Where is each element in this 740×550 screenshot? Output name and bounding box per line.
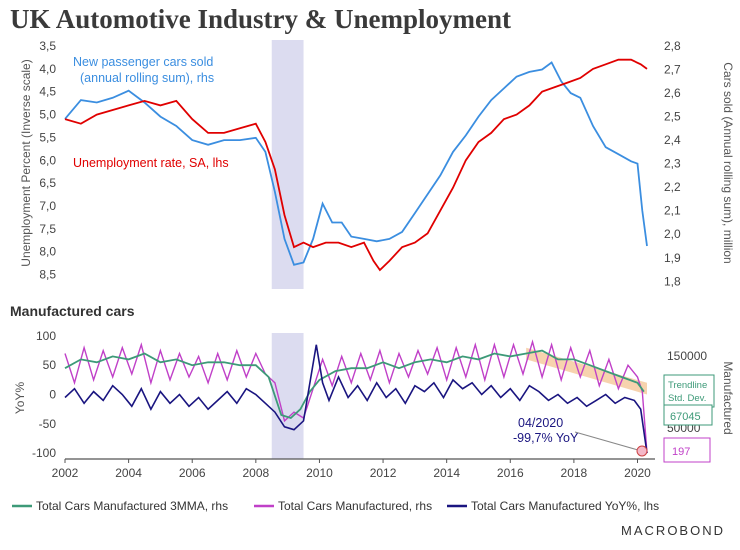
recession-band-top [271,40,304,289]
legend-label-3mma: Total Cars Manufactured 3MMA, rhs [36,499,228,513]
annotation-cars-sold-2: (annual rolling sum), rhs [80,71,214,85]
annotation-unemployment: Unemployment rate, SA, lhs [73,156,229,170]
mma-value-label: 67045 [670,411,701,423]
manufactured-value-label: 197 [672,446,690,458]
brand-logo-text: MACROBOND [621,523,725,538]
top-left-tick-label: 8,0 [39,245,56,259]
x-tick-label: 2004 [115,466,142,480]
top-right-tick-label: 2,3 [664,157,681,171]
x-tick-label: 2012 [370,466,397,480]
x-tick-label: 2016 [497,466,524,480]
top-right-tick-label: 2,8 [664,39,681,53]
top-left-tick-label: 4,5 [39,85,56,99]
top-right-axis-label: Cars sold (Annual rolling sum), million [721,62,735,263]
bottom-left-tick-label: -50 [39,417,57,431]
top-left-tick-label: 6,0 [39,153,56,167]
top-left-tick-label: 7,5 [39,222,56,236]
top-right-tick-label: 2,4 [664,133,681,147]
top-right-tick-label: 2,0 [664,227,681,241]
stddev-label: Std. Dev. [668,393,706,404]
x-tick-label: 2008 [242,466,269,480]
x-tick-label: 2010 [306,466,333,480]
mma-value-box [663,404,713,426]
bottom-left-tick-label: 0 [49,388,56,402]
annotation-cars-sold-1: New passenger cars sold [73,55,213,69]
top-left-tick-label: 3,5 [39,39,56,53]
top-left-axis-label: Unemployment Percent (Inverse scale) [19,59,33,266]
x-tick-label: 2014 [433,466,460,480]
bottom-left-tick-label: 100 [36,329,56,343]
series-line-unemployment [64,58,648,272]
top-right-tick-label: 1,9 [664,251,681,265]
bottom-left-tick-label: 50 [43,358,57,372]
recession-band-bottom [271,333,304,459]
top-chart-ticks: 3,5 4,0 4,5 5,0 5,5 6,0 6,5 7,0 7,5 8,0 8,5 1,8 1,9 2… [39,39,681,288]
top-left-tick-label: 5,5 [39,130,56,144]
callout-marker [636,445,648,457]
legend-label-manufactured: Total Cars Manufactured, rhs [278,499,432,513]
trendline-label: Trendline [668,380,707,391]
top-left-tick-label: 4,0 [39,62,56,76]
x-tick-label: 2002 [52,466,79,480]
x-tick-label: 2018 [561,466,588,480]
top-right-tick-label: 2,7 [664,63,681,77]
callout-line [574,431,639,451]
top-left-tick-label: 7,0 [39,199,56,213]
bottom-left-tick-label: -100 [32,446,56,460]
top-left-tick-label: 5,0 [39,108,56,122]
top-right-tick-label: 2,1 [664,204,681,218]
x-tick-label: 2020 [624,466,651,480]
callout-date: 04/2020 [518,416,563,430]
bottom-chart-title: Manufactured cars [10,303,135,319]
series-line-manufactured [64,339,648,454]
page-title: UK Automotive Industry & Unemployment [10,4,512,34]
series-line-yoy [64,344,648,454]
manufactured-value-box [663,437,711,463]
legend-label-yoy: Total Cars Manufactured YoY%, lhs [471,499,659,513]
series-line-3mma [64,349,645,420]
bottom-right-axis-label: Manufactured [721,361,735,434]
top-left-tick-label: 6,5 [39,176,56,190]
top-right-tick-label: 1,8 [664,274,681,288]
trendline-label-box [663,374,715,408]
series-line-cars-sold [64,61,648,266]
top-right-tick-label: 2,6 [664,86,681,100]
bottom-left-axis-label: YoY% [13,382,27,415]
top-right-tick-label: 2,5 [664,110,681,124]
legend: Total Cars Manufactured 3MMA, rhs Total … [12,499,659,513]
top-right-tick-label: 2,2 [664,180,681,194]
x-tick-label: 2006 [179,466,206,480]
callout-value: -99,7% YoY [513,431,579,445]
top-left-tick-label: 8,5 [39,268,56,282]
bottom-right-tick-label: 150000 [667,349,707,363]
